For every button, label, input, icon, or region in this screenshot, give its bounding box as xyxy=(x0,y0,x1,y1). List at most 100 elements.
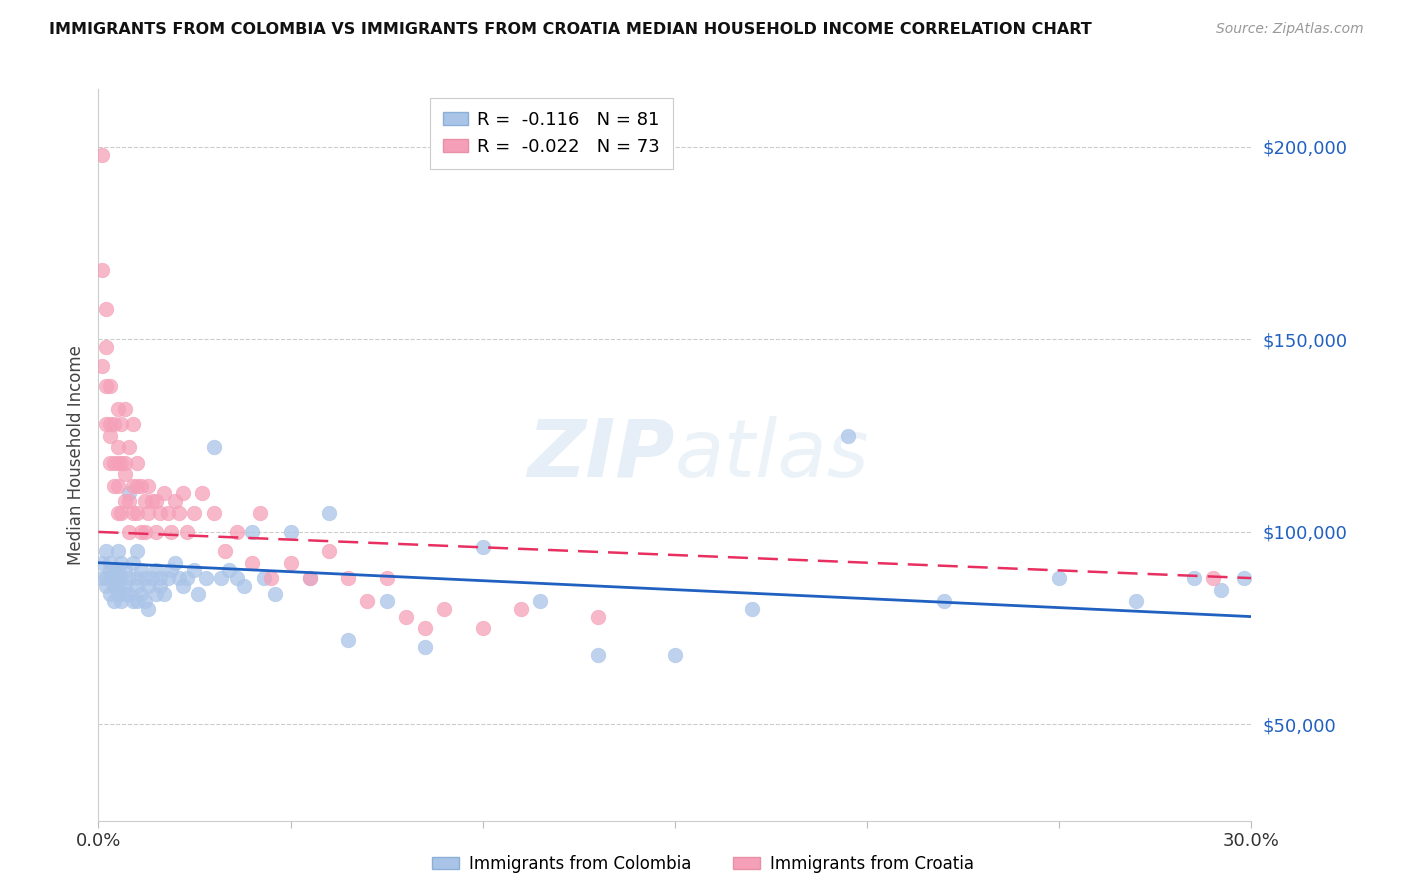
Point xyxy=(114,494,136,508)
Point xyxy=(114,579,136,593)
Text: IMMIGRANTS FROM COLOMBIA VS IMMIGRANTS FROM CROATIA MEDIAN HOUSEHOLD INCOME CORR: IMMIGRANTS FROM COLOMBIA VS IMMIGRANTS F… xyxy=(49,22,1092,37)
Point xyxy=(110,456,132,470)
Point xyxy=(107,456,129,470)
Point xyxy=(125,544,148,558)
Point xyxy=(145,586,167,600)
Point xyxy=(118,494,141,508)
Point xyxy=(114,563,136,577)
Point xyxy=(129,524,152,539)
Point xyxy=(160,563,183,577)
Point xyxy=(395,609,418,624)
Point xyxy=(125,594,148,608)
Point xyxy=(176,524,198,539)
Text: atlas: atlas xyxy=(675,416,870,494)
Point xyxy=(1047,571,1070,585)
Point xyxy=(141,571,163,585)
Point xyxy=(1233,571,1256,585)
Point xyxy=(98,571,121,585)
Point xyxy=(202,440,225,454)
Point xyxy=(152,486,174,500)
Point xyxy=(249,506,271,520)
Point xyxy=(202,506,225,520)
Point xyxy=(98,428,121,442)
Point xyxy=(160,524,183,539)
Point xyxy=(134,494,156,508)
Point xyxy=(122,417,145,431)
Point xyxy=(114,467,136,482)
Point xyxy=(337,632,360,647)
Point xyxy=(118,571,141,585)
Point xyxy=(103,574,125,589)
Point xyxy=(125,579,148,593)
Point xyxy=(138,602,160,616)
Point xyxy=(586,648,609,662)
Point xyxy=(94,340,117,354)
Point xyxy=(183,506,205,520)
Point xyxy=(98,556,121,570)
Point xyxy=(152,586,174,600)
Point xyxy=(209,571,232,585)
Point xyxy=(145,524,167,539)
Point xyxy=(149,579,172,593)
Point xyxy=(1202,571,1225,585)
Point xyxy=(1209,582,1232,597)
Point xyxy=(253,571,276,585)
Point xyxy=(107,571,129,585)
Point xyxy=(107,586,129,600)
Point xyxy=(172,486,194,500)
Point xyxy=(260,571,283,585)
Point xyxy=(125,506,148,520)
Point xyxy=(471,541,494,555)
Point xyxy=(98,417,121,431)
Point xyxy=(129,563,152,577)
Point xyxy=(110,571,132,585)
Point xyxy=(172,579,194,593)
Point xyxy=(1125,594,1147,608)
Point xyxy=(134,524,156,539)
Point xyxy=(145,563,167,577)
Point xyxy=(122,594,145,608)
Point xyxy=(149,506,172,520)
Point xyxy=(125,571,148,585)
Point xyxy=(107,479,129,493)
Point xyxy=(134,571,156,585)
Point xyxy=(529,594,551,608)
Point xyxy=(165,494,187,508)
Point xyxy=(298,571,321,585)
Point xyxy=(91,571,114,585)
Point xyxy=(103,417,125,431)
Point xyxy=(118,440,141,454)
Point xyxy=(107,579,129,593)
Text: Source: ZipAtlas.com: Source: ZipAtlas.com xyxy=(1216,22,1364,37)
Point xyxy=(664,648,686,662)
Point xyxy=(114,456,136,470)
Point xyxy=(183,563,205,577)
Point xyxy=(110,556,132,570)
Point xyxy=(107,563,129,577)
Point xyxy=(110,506,132,520)
Point xyxy=(586,609,609,624)
Point xyxy=(225,524,247,539)
Point xyxy=(118,524,141,539)
Point xyxy=(240,556,263,570)
Point xyxy=(218,563,240,577)
Legend: R =  -0.116   N = 81, R =  -0.022   N = 73: R = -0.116 N = 81, R = -0.022 N = 73 xyxy=(430,98,672,169)
Point xyxy=(98,563,121,577)
Point xyxy=(125,456,148,470)
Point xyxy=(318,544,340,558)
Point xyxy=(138,479,160,493)
Point xyxy=(91,263,114,277)
Point xyxy=(94,301,117,316)
Point xyxy=(214,544,236,558)
Point xyxy=(107,506,129,520)
Point xyxy=(280,524,302,539)
Point xyxy=(149,571,172,585)
Point xyxy=(1182,571,1205,585)
Point xyxy=(94,579,117,593)
Legend: Immigrants from Colombia, Immigrants from Croatia: Immigrants from Colombia, Immigrants fro… xyxy=(426,848,980,880)
Point xyxy=(413,621,436,635)
Point xyxy=(932,594,955,608)
Point xyxy=(103,456,125,470)
Point xyxy=(103,571,125,585)
Point xyxy=(91,556,114,570)
